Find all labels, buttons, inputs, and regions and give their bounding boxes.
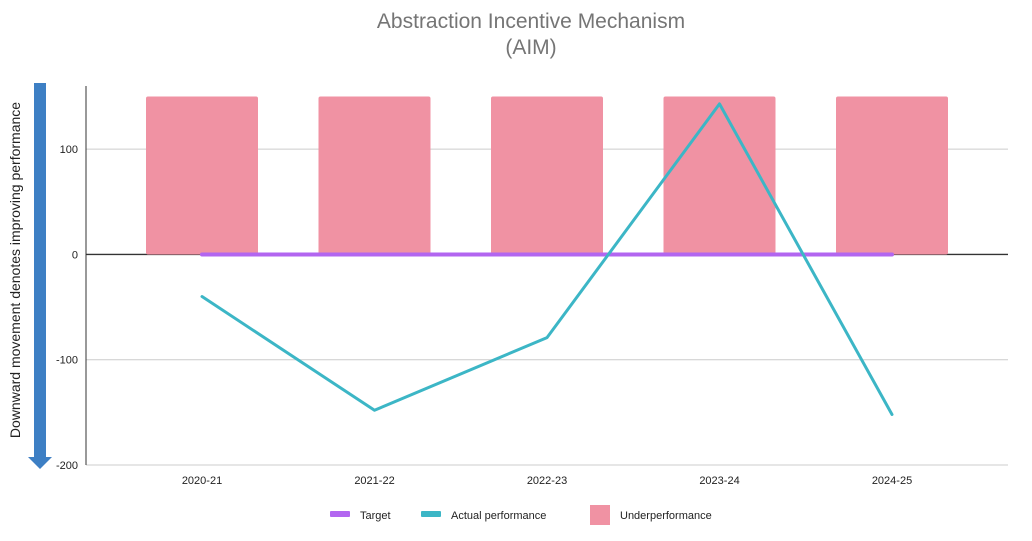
bar-underperformance (146, 96, 258, 255)
down-arrow-head (28, 457, 52, 469)
bar-underperformance (318, 96, 431, 255)
bar-underperformance (836, 96, 948, 255)
legend-label-actual-performance: Actual performance (451, 510, 546, 522)
y-tick-label: -100 (56, 355, 78, 367)
chart-title: Abstraction Incentive Mechanism (AIM) (377, 10, 685, 59)
y-tick-label: -200 (56, 460, 78, 472)
x-tick-label: 2024-25 (872, 475, 912, 487)
series-lines (200, 102, 894, 416)
legend: Target Actual performance Underperformance (330, 505, 712, 525)
bars (146, 96, 948, 255)
bar-underperformance (491, 96, 603, 255)
y-tick-label: 100 (60, 144, 78, 156)
x-tick-label: 2020-21 (182, 475, 222, 487)
legend-swatch-target (330, 511, 350, 517)
chart-title-line-2: (AIM) (505, 36, 556, 59)
x-tick-label: 2021-22 (354, 475, 394, 487)
legend-swatch-actual-performance (421, 511, 441, 517)
legend-label-target: Target (360, 510, 391, 522)
bar-underperformance (663, 96, 776, 255)
side-annotation: Downward movement denotes improving perf… (7, 83, 52, 469)
legend-swatch-underperformance (590, 505, 610, 525)
y-tick-label: 0 (72, 249, 78, 261)
down-arrow-shaft (34, 83, 46, 458)
x-tick-label: 2023-24 (699, 475, 739, 487)
chart-title-line-1: Abstraction Incentive Mechanism (377, 10, 685, 33)
legend-label-underperformance: Underperformance (620, 510, 712, 522)
y-axis-label: Downward movement denotes improving perf… (7, 102, 23, 438)
x-tick-label: 2022-23 (527, 475, 567, 487)
y-tick-labels: -200 -100 0 100 (56, 144, 78, 472)
x-tick-labels: 2020-21 2021-22 2022-23 2023-24 2024-25 (182, 475, 912, 487)
